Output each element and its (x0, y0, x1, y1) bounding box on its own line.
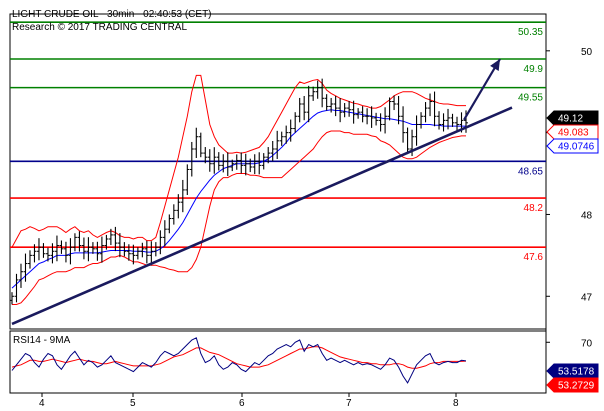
lower-band-line (12, 130, 466, 305)
rsi-title: RSI14 - 9MA (13, 335, 71, 346)
y-tick-label-2: 48 (581, 210, 593, 221)
price-level-label-1: 49.9 (524, 64, 544, 75)
x-tick-label-0: 4 (39, 398, 45, 409)
last-price-tag-label: 49.12 (558, 114, 583, 125)
last-price-tag-box (546, 110, 599, 126)
rsi-ma-line (11, 346, 467, 369)
rsi-value-tag-label: 53.5178 (558, 367, 595, 378)
rsi-ma-value-tag-box (546, 377, 599, 393)
upper-band-line (11, 74, 466, 248)
y-tick-label-0: 50 (581, 47, 593, 58)
chart-subtitle: Research © 2017 TRADING CENTRAL (12, 22, 187, 33)
y-tick-label-3: 47 (581, 292, 593, 303)
moving-average-line (11, 109, 466, 289)
x-tick-label-3: 7 (346, 398, 352, 409)
rsi-plot-layer (11, 337, 467, 384)
band-value-tag: 49.083 (546, 124, 599, 140)
price-level-label-5: 47.6 (524, 252, 544, 263)
band-value-tag-box (546, 124, 599, 140)
x-tick-label-2: 6 (239, 398, 245, 409)
rsi-line (11, 337, 467, 384)
rsi-ma-value-tag-label: 53.2729 (558, 381, 595, 392)
price-bars-group (10, 78, 468, 305)
rsi-ma-value-tag: 53.2729 (546, 377, 599, 393)
rsi-pane-frame (9, 330, 547, 394)
price-level-label-3: 48.65 (518, 166, 543, 177)
price-level-label-0: 50.35 (518, 27, 543, 38)
ma-value-tag-label: 49.0746 (558, 142, 595, 153)
band-value-tag-label: 49.083 (558, 128, 589, 139)
chart-title: LIGHT CRUDE OIL - 30min - 02:40:53 (CET) (12, 9, 212, 20)
x-tick-label-1: 5 (130, 398, 136, 409)
projection-arrow-head (490, 59, 500, 72)
rsi-value-tag-box (546, 363, 599, 379)
price-level-label-2: 49.55 (518, 93, 543, 104)
projection-arrow-shaft (463, 58, 501, 121)
rsi-tick-label-0: 70 (581, 338, 593, 349)
axis-layer: 50494847704567849.1249.08349.074653.5178… (39, 47, 599, 409)
ma-value-tag: 49.0746 (546, 138, 599, 154)
last-price-tag: 49.12 (546, 110, 599, 126)
main-pane-frame (9, 13, 547, 330)
x-tick-label-4: 8 (453, 398, 459, 409)
price-level-label-4: 48.2 (524, 203, 544, 214)
ma-value-tag-box (546, 138, 599, 154)
uptrend-line (11, 106, 513, 326)
main-plot-layer: 50.35 49.9 49.55 48.65 48.2 47.6 (10, 21, 546, 326)
rsi-value-tag: 53.5178 (546, 363, 599, 379)
